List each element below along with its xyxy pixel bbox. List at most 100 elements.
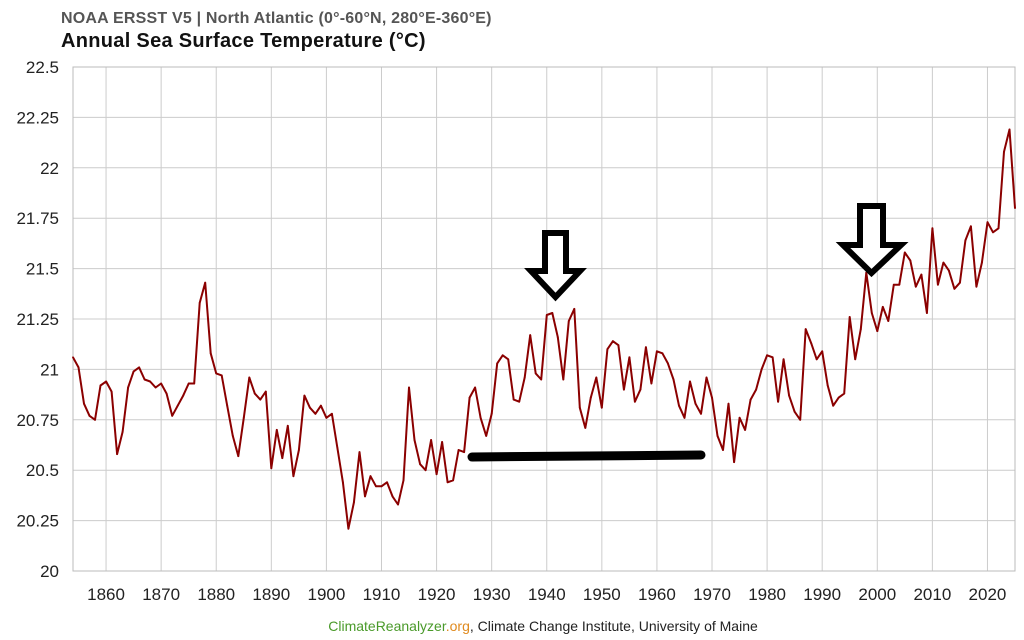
- data-point: [573, 308, 576, 310]
- data-point: [848, 316, 851, 318]
- footer-credit: ClimateReanalyzer.org, Climate Change In…: [0, 618, 1024, 634]
- data-point: [914, 285, 917, 288]
- x-tick-label: 2000: [858, 585, 896, 604]
- annotation-horizontal-bar: [467, 450, 706, 462]
- data-point: [705, 376, 708, 379]
- data-point: [226, 404, 229, 407]
- data-point: [325, 416, 328, 419]
- data-point: [507, 358, 510, 361]
- data-point: [518, 400, 521, 403]
- data-point: [534, 372, 537, 375]
- data-point: [556, 336, 559, 338]
- data-point: [589, 396, 592, 399]
- data-point: [859, 328, 862, 330]
- data-point: [342, 481, 344, 484]
- data-point: [242, 416, 245, 419]
- data-point: [744, 429, 746, 431]
- data-point: [77, 366, 80, 369]
- data-point: [171, 414, 174, 417]
- data-point: [88, 414, 91, 417]
- y-tick-label: 21.5: [26, 260, 59, 279]
- data-point: [468, 396, 471, 399]
- y-tick-label: 20.5: [26, 461, 59, 480]
- data-point: [386, 481, 388, 484]
- y-tick-label: 20.25: [16, 512, 59, 531]
- data-point: [446, 481, 449, 484]
- data-point: [700, 412, 702, 415]
- data-point: [920, 273, 923, 276]
- data-point: [870, 312, 873, 314]
- data-point: [435, 473, 438, 476]
- data-point: [149, 380, 152, 383]
- data-point: [832, 404, 835, 407]
- data-point: [793, 410, 796, 413]
- data-point: [485, 435, 488, 437]
- data-point: [837, 396, 840, 399]
- x-tick-label: 1920: [418, 585, 456, 604]
- data-point: [496, 362, 499, 365]
- data-point: [121, 431, 124, 433]
- data-point: [479, 416, 482, 419]
- data-point: [419, 463, 421, 466]
- data-point: [413, 439, 416, 441]
- data-point: [981, 261, 983, 264]
- data-point: [408, 386, 410, 389]
- data-point: [898, 283, 901, 286]
- data-point: [364, 495, 366, 498]
- data-point: [110, 390, 113, 393]
- data-point: [523, 376, 526, 379]
- x-tick-label: 2020: [969, 585, 1007, 604]
- data-point: [540, 378, 543, 381]
- data-point: [529, 334, 532, 336]
- data-point: [441, 441, 443, 443]
- data-point: [667, 362, 669, 365]
- data-point: [997, 227, 1000, 230]
- data-point: [127, 386, 129, 389]
- data-point: [132, 370, 135, 373]
- y-tick-label: 22: [40, 159, 59, 178]
- data-point: [551, 312, 554, 314]
- data-point: [275, 429, 278, 431]
- x-tick-label: 1870: [142, 585, 180, 604]
- footer-site-name[interactable]: ClimateReanalyzer: [328, 618, 446, 634]
- data-point: [678, 404, 680, 407]
- data-point: [105, 380, 107, 383]
- data-point: [727, 402, 730, 405]
- footer-site-tld[interactable]: .org: [445, 618, 470, 634]
- data-point: [99, 384, 102, 387]
- data-point: [650, 382, 653, 385]
- data-point: [926, 312, 928, 314]
- data-point: [578, 406, 581, 409]
- data-point: [986, 221, 989, 224]
- data-point: [369, 475, 372, 478]
- data-point: [821, 350, 824, 353]
- data-point: [320, 404, 322, 407]
- data-point: [347, 527, 350, 530]
- data-point: [270, 467, 273, 470]
- data-point: [672, 378, 675, 381]
- x-tick-label: 1880: [197, 585, 235, 604]
- data-point: [264, 390, 267, 393]
- data-point: [248, 376, 251, 379]
- data-point: [959, 281, 961, 284]
- data-point: [336, 447, 339, 449]
- data-point: [397, 503, 399, 506]
- x-axis-tick-labels: 1860 1870 1880 1890 1900 1910 1920 1930 1940 1950…: [87, 585, 1006, 604]
- data-point: [948, 269, 950, 272]
- data-point: [1003, 150, 1005, 153]
- y-tick-label: 22.5: [26, 58, 59, 77]
- data-point: [209, 352, 212, 355]
- x-tick-label: 1890: [252, 585, 290, 604]
- data-point: [876, 330, 879, 332]
- data-point: [237, 455, 240, 457]
- plot-border: [72, 66, 1016, 572]
- data-point: [881, 306, 884, 308]
- data-point: [689, 380, 691, 383]
- data-point: [777, 400, 779, 403]
- data-point: [187, 382, 190, 385]
- data-point: [595, 376, 598, 379]
- data-point: [760, 368, 763, 371]
- chart-subtitle: NOAA ERSST V5 | North Atlantic (0°-60°N,…: [61, 10, 492, 27]
- data-point: [424, 469, 427, 472]
- data-point: [463, 451, 465, 453]
